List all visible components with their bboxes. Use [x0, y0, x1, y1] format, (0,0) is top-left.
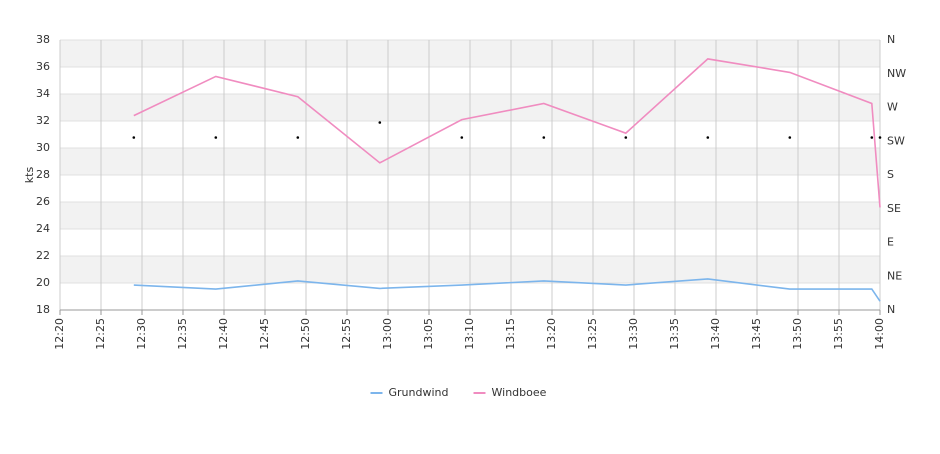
y2-tick-label: S: [887, 168, 894, 181]
legend-label: Windboee: [492, 386, 547, 399]
x-tick-label: 12:20: [53, 318, 66, 350]
y2-tick-label: NE: [887, 269, 902, 282]
y-tick-label: 24: [36, 222, 50, 235]
direction-dot: [870, 136, 874, 139]
y-tick-label: 18: [36, 303, 50, 316]
x-tick-label: 13:05: [422, 318, 435, 350]
y-tick-label: 28: [36, 168, 50, 181]
x-tick-label: 13:55: [832, 318, 845, 350]
y-tick-label: 22: [36, 249, 50, 262]
x-tick-label: 12:55: [340, 318, 353, 350]
legend-label: Grundwind: [389, 386, 449, 399]
direction-dot: [878, 136, 882, 139]
direction-dot: [460, 136, 464, 139]
x-tick-label: 14:00: [873, 318, 886, 350]
y2-tick-label: SW: [887, 134, 905, 147]
x-tick-label: 12:50: [299, 318, 312, 350]
y2-tick-label: NW: [887, 67, 906, 80]
y-tick-label: 36: [36, 60, 50, 73]
x-tick-label: 13:35: [668, 318, 681, 350]
x-tick-label: 12:45: [258, 318, 271, 350]
x-tick-label: 13:40: [709, 318, 722, 350]
y-tick-label: 32: [36, 114, 50, 127]
x-tick-label: 13:45: [750, 318, 763, 350]
y2-tick-label: N: [887, 303, 895, 316]
series-line: [133, 58, 881, 208]
y-axis-label: kts: [23, 167, 36, 184]
direction-dot: [788, 136, 792, 139]
x-tick-label: 13:25: [586, 318, 599, 350]
x-tick-label: 12:35: [176, 318, 189, 350]
y-tick-label: 38: [36, 33, 50, 46]
direction-dot: [624, 136, 628, 139]
x-tick-label: 13:15: [504, 318, 517, 350]
series-line: [133, 278, 881, 302]
x-tick-label: 12:30: [135, 318, 148, 350]
x-tick-label: 12:25: [94, 318, 107, 350]
direction-dot: [706, 136, 710, 139]
direction-dot: [214, 136, 218, 139]
y2-tick-label: W: [887, 101, 898, 114]
x-tick-label: 13:10: [463, 318, 476, 350]
y-tick-label: 34: [36, 87, 50, 100]
direction-dot: [542, 136, 546, 139]
y2-tick-label: E: [887, 236, 894, 249]
y2-tick-label: N: [887, 33, 895, 46]
x-tick-label: 13:00: [381, 318, 394, 350]
x-tick-label: 13:50: [791, 318, 804, 350]
y-tick-label: 30: [36, 141, 50, 154]
direction-dot: [296, 136, 300, 139]
y-tick-label: 20: [36, 276, 50, 289]
direction-dot: [378, 121, 382, 124]
y2-tick-label: SE: [887, 202, 901, 215]
direction-dot: [132, 136, 136, 139]
y-tick-label: 26: [36, 195, 50, 208]
x-tick-label: 13:30: [627, 318, 640, 350]
x-tick-label: 13:20: [545, 318, 558, 350]
x-tick-label: 12:40: [217, 318, 230, 350]
